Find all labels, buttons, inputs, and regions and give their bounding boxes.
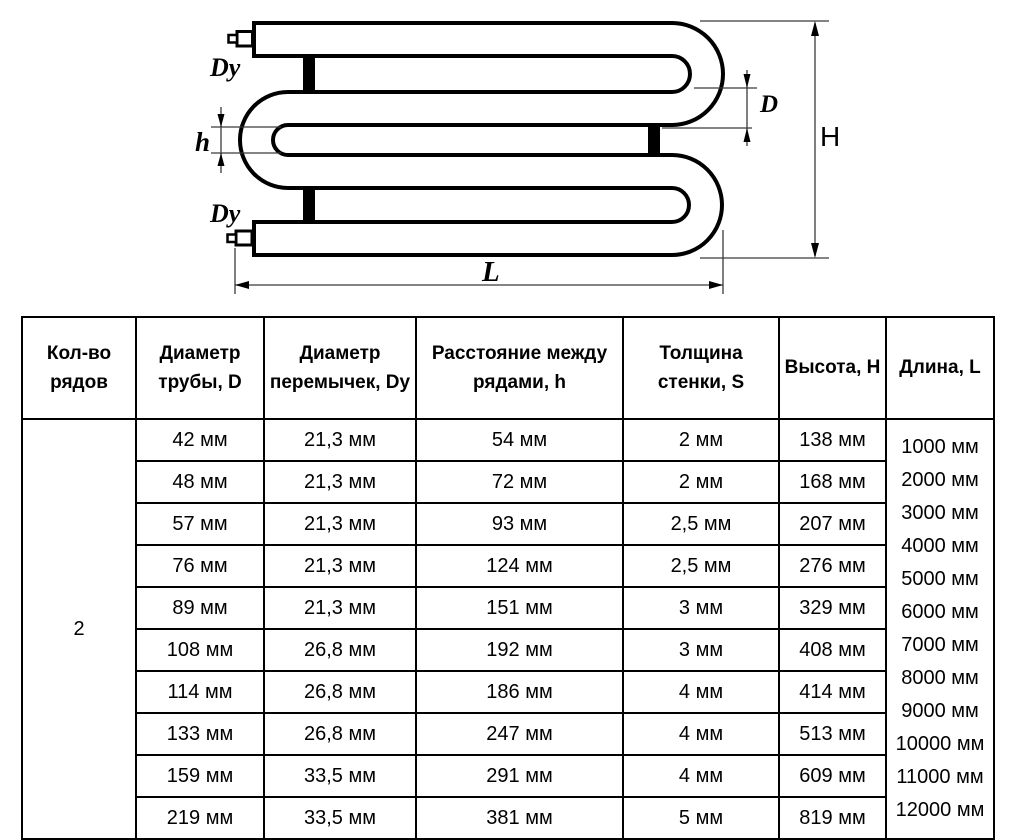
cell-row-spacing: 291 мм: [415, 754, 624, 798]
inlet-stub-bottom: [226, 229, 254, 247]
table-row: 76 мм 21,3 мм 124 мм 2,5 мм 276 мм: [22, 544, 994, 588]
cell-height: 408 мм: [778, 628, 887, 672]
cell-pipe-diameter: 133 мм: [135, 712, 265, 756]
cell-row-spacing: 72 мм: [415, 460, 624, 504]
table-row: 48 мм 21,3 мм 72 мм 2 мм 168 мм: [22, 460, 994, 504]
cell-height: 414 мм: [778, 670, 887, 714]
cell-jumper-diameter: 21,3 мм: [263, 418, 417, 462]
cell-height: 207 мм: [778, 502, 887, 546]
jumper-pipes: [303, 56, 660, 222]
cell-row-spacing: 186 мм: [415, 670, 624, 714]
arrow-down-icon: [217, 114, 225, 127]
cell-row-spacing: 93 мм: [415, 502, 624, 546]
table-row: 108 мм 26,8 мм 192 мм 3 мм 408 мм: [22, 628, 994, 672]
cell-lengths: 1000 мм 2000 мм 3000 мм 4000 мм 5000 мм …: [885, 418, 995, 840]
cell-pipe-diameter: 159 мм: [135, 754, 265, 798]
jumper-top-left: [303, 56, 315, 92]
cell-height: 168 мм: [778, 460, 887, 504]
cell-wall-thickness: 5 мм: [622, 796, 780, 840]
arrow-down-icon: [743, 74, 751, 88]
table-row: 57 мм 21,3 мм 93 мм 2,5 мм 207 мм: [22, 502, 994, 546]
cell-jumper-diameter: 33,5 мм: [263, 754, 417, 798]
cell-pipe-diameter: 57 мм: [135, 502, 265, 546]
table-row: 114 мм 26,8 мм 186 мм 4 мм 414 мм: [22, 670, 994, 714]
cell-jumper-diameter: 33,5 мм: [263, 796, 417, 840]
header-row: Кол-во рядов Диаметр трубы, D Диаметр пе…: [21, 316, 995, 420]
cell-jumper-diameter: 26,8 мм: [263, 628, 417, 672]
cell-pipe-diameter: 89 мм: [135, 586, 265, 630]
col-header-rows-count: Кол-во рядов: [21, 316, 137, 420]
dimension-length: [234, 230, 724, 294]
col-header-pipe-diameter: Диаметр трубы, D: [135, 316, 265, 420]
label-dy-top: Dy: [209, 53, 241, 82]
cell-wall-thickness: 2,5 мм: [622, 502, 780, 546]
cell-rows-count: 2: [21, 418, 137, 840]
cell-height: 513 мм: [778, 712, 887, 756]
col-header-height: Высота, H: [778, 316, 887, 420]
cell-height: 609 мм: [778, 754, 887, 798]
cell-row-spacing: 124 мм: [415, 544, 624, 588]
jumper-right: [648, 125, 660, 155]
inlet-stub-top: [227, 30, 254, 48]
cell-jumper-diameter: 21,3 мм: [263, 460, 417, 504]
cell-wall-thickness: 4 мм: [622, 754, 780, 798]
arrow-up-icon: [217, 153, 225, 166]
label-d: D: [759, 91, 778, 118]
cell-row-spacing: 247 мм: [415, 712, 624, 756]
label-length: L: [481, 256, 500, 288]
cell-wall-thickness: 2 мм: [622, 460, 780, 504]
cell-jumper-diameter: 21,3 мм: [263, 502, 417, 546]
cell-wall-thickness: 4 мм: [622, 670, 780, 714]
cell-wall-thickness: 2,5 мм: [622, 544, 780, 588]
col-header-row-spacing: Расстояние между рядами, h: [415, 316, 624, 420]
col-header-jumper-diameter: Диаметр перемычек, Dy: [263, 316, 417, 420]
pipe-register-diagram: Dy Dy h D H L: [195, 20, 840, 294]
cell-row-spacing: 381 мм: [415, 796, 624, 840]
arrow-left-icon: [235, 281, 249, 289]
cell-row-spacing: 151 мм: [415, 586, 624, 630]
cell-jumper-diameter: 21,3 мм: [263, 544, 417, 588]
cell-wall-thickness: 3 мм: [622, 586, 780, 630]
arrow-up-icon: [743, 128, 751, 142]
table-row: 89 мм 21,3 мм 151 мм 3 мм 329 мм: [22, 586, 994, 630]
cell-jumper-diameter: 26,8 мм: [263, 670, 417, 714]
table-row: 219 мм 33,5 мм 381 мм 5 мм 819 мм: [22, 796, 994, 840]
cell-jumper-diameter: 26,8 мм: [263, 712, 417, 756]
cell-pipe-diameter: 114 мм: [135, 670, 265, 714]
label-h: h: [195, 127, 210, 157]
spec-table-container: Кол-во рядов Диаметр трубы, D Диаметр пе…: [21, 316, 995, 840]
pipe-coil: [238, 20, 725, 257]
dimension-height: [700, 20, 829, 259]
spec-table: Кол-во рядов Диаметр трубы, D Диаметр пе…: [21, 316, 995, 840]
cell-height: 138 мм: [778, 418, 887, 462]
cell-pipe-diameter: 219 мм: [135, 796, 265, 840]
jumper-bottom-left: [303, 188, 315, 222]
cell-height: 819 мм: [778, 796, 887, 840]
table-row: 133 мм 26,8 мм 247 мм 4 мм 513 мм: [22, 712, 994, 756]
arrow-right-icon: [709, 281, 723, 289]
col-header-length: Длина, L: [885, 316, 995, 420]
cell-pipe-diameter: 42 мм: [135, 418, 265, 462]
cell-pipe-diameter: 108 мм: [135, 628, 265, 672]
cell-pipe-diameter: 48 мм: [135, 460, 265, 504]
cell-height: 276 мм: [778, 544, 887, 588]
label-dy-bottom: Dy: [209, 199, 241, 228]
cell-row-spacing: 54 мм: [415, 418, 624, 462]
cell-wall-thickness: 4 мм: [622, 712, 780, 756]
label-height: H: [820, 121, 840, 152]
arrow-down-icon: [811, 243, 819, 258]
cell-pipe-diameter: 76 мм: [135, 544, 265, 588]
table-row: 159 мм 33,5 мм 291 мм 4 мм 609 мм: [22, 754, 994, 798]
table-row: 2 42 мм 21,3 мм 54 мм 2 мм 138 мм 1000 м…: [21, 418, 995, 840]
cell-wall-thickness: 2 мм: [622, 418, 780, 462]
cell-height: 329 мм: [778, 586, 887, 630]
cell-row-spacing: 192 мм: [415, 628, 624, 672]
cell-wall-thickness: 3 мм: [622, 628, 780, 672]
cell-jumper-diameter: 21,3 мм: [263, 586, 417, 630]
col-header-wall-thickness: Толщина стенки, S: [622, 316, 780, 420]
arrow-up-icon: [811, 21, 819, 36]
